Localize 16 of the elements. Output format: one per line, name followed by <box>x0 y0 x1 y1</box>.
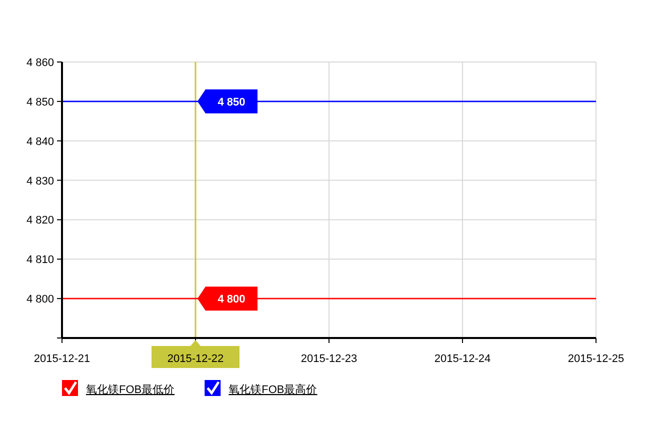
legend-label: 氧化镁FOB最低价 <box>86 384 175 396</box>
x-tick-label: 2015-12-25 <box>568 353 624 365</box>
y-tick-label: 4 820 <box>26 214 54 227</box>
y-tick-label: 4 860 <box>26 57 54 69</box>
y-tick-label: 4 840 <box>26 136 54 148</box>
x-tick-label: 2015-12-23 <box>300 353 358 365</box>
x-tick-label: 2015-12-22 <box>167 353 224 365</box>
annotation: 4 850 <box>218 96 246 108</box>
legend-label: 氧化镁FOB最高价 <box>228 383 318 396</box>
y-tick-label: 4 800 <box>26 294 54 306</box>
x-tick-label: 2015-12-21 <box>34 353 90 365</box>
x-tick-label: 2015-12-24 <box>434 353 491 365</box>
y-tick-label: 4 830 <box>26 175 54 188</box>
y-tick-label: 4 850 <box>26 96 54 108</box>
annotation: 4 800 <box>218 294 246 306</box>
y-tick-label: 4 810 <box>26 254 54 266</box>
